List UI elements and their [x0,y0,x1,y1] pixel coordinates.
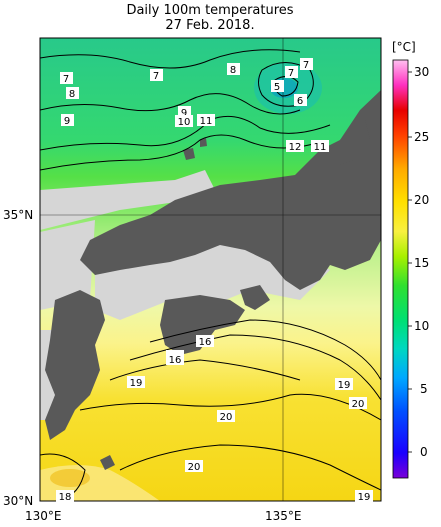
honshu-land [80,90,381,290]
map-title: Daily 100m temperatures [126,3,294,18]
contour-label: 8 [66,87,79,100]
contour-label: 7 [285,66,298,79]
longitude-label-135e: 135°E [265,509,302,523]
colorbar-tick-label: 20 [414,193,430,207]
contour-label: 19 [355,490,373,503]
no-data-zone [40,220,95,310]
svg-text:20: 20 [352,399,365,410]
contour-label: 9 [61,114,74,127]
contour-label: 7 [300,58,313,71]
svg-text:19: 19 [130,378,143,389]
colorbar-tick-label: 0 [420,445,428,459]
contour-label: 12 [286,140,304,153]
svg-text:11: 11 [314,142,327,153]
contour-label: 20 [349,397,367,410]
colorbar-tick-label: 30 [414,65,430,79]
colorbar-tick-label: 25 [414,130,430,144]
svg-text:7: 7 [63,74,69,85]
latitude-label-35n: 35°N [3,208,34,222]
svg-text:10: 10 [178,117,191,128]
contour-label-group: 7 7 8 9 7 8 7 5 6 9 10 11 12 11 16 17 16… [56,58,373,503]
map-area [40,38,381,501]
colorbar-tick-label: 10 [414,319,430,333]
colorbar-tick-label: 15 [414,256,430,270]
contour-label: 16 [196,335,214,348]
svg-text:19: 19 [358,492,371,503]
colorbar-ticks [408,71,412,453]
oki-island-small [200,138,207,147]
svg-text:8: 8 [69,89,75,100]
svg-text:7: 7 [303,60,309,71]
contour-label: 10 [175,115,193,128]
svg-text:18: 18 [59,492,72,503]
svg-text:16: 16 [169,355,182,366]
contour-label: 7 [150,69,163,82]
contour-label: 19 [127,376,145,389]
contour-label: 6 [294,94,307,107]
colorbar [392,59,409,479]
svg-text:7: 7 [153,71,159,82]
map-frame [39,37,382,502]
svg-text:20: 20 [188,462,201,473]
svg-text:16: 16 [199,337,212,348]
contour-label: 19 [335,378,353,391]
contour-label: 20 [185,460,203,473]
contour-label: 11 [311,140,329,153]
svg-text:20: 20 [220,412,233,423]
map-grid [40,38,381,501]
svg-text:5: 5 [274,82,280,93]
latitude-label-30n: 30°N [3,494,34,508]
svg-text:11: 11 [200,116,213,127]
svg-text:8: 8 [230,65,236,76]
contour-label: 5 [271,80,284,93]
svg-text:6: 6 [297,96,303,107]
contour-label: 8 [227,63,240,76]
contour-label: 7 [60,72,73,85]
svg-text:9: 9 [181,108,187,119]
noto-peninsula [330,120,370,165]
contour-label: 11 [197,114,215,127]
svg-text:12: 12 [289,142,302,153]
svg-text:7: 7 [288,68,294,79]
colorbar-tick-label: 5 [420,382,428,396]
contour-label: 16 [166,353,184,366]
small-island [100,455,115,470]
warm-spot [50,469,90,487]
kyushu-land [45,290,105,440]
contour-label: 18 [56,490,74,503]
longitude-label-130e: 130°E [25,509,62,523]
svg-text:9: 9 [64,116,70,127]
colorbar-unit: [°C] [392,40,416,54]
awaji-land [240,285,270,310]
oki-island [183,148,195,160]
contour-label: 20 [217,410,235,423]
map-date: 27 Feb. 2018. [165,18,255,33]
svg-text:19: 19 [338,380,351,391]
shikoku-land [160,295,245,355]
